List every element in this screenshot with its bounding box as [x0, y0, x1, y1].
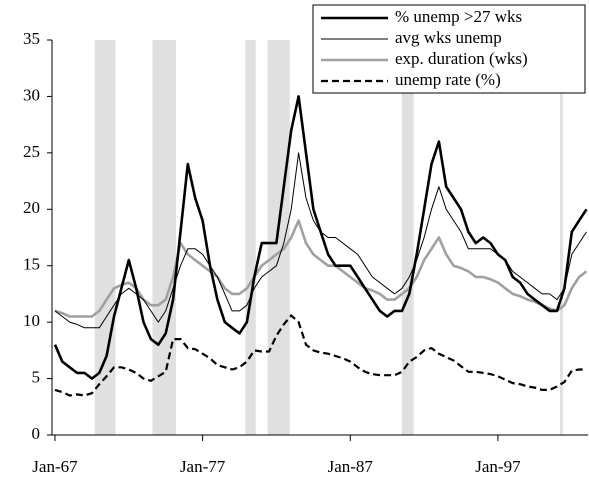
x-tick-label: Jan-77	[180, 457, 226, 476]
legend-label: unemp rate (%)	[395, 70, 501, 89]
recession-band	[401, 40, 414, 435]
y-tick-label: 10	[23, 311, 40, 330]
x-tick-label: Jan-67	[32, 457, 78, 476]
series-line	[54, 152, 587, 329]
y-tick-label: 35	[23, 29, 40, 48]
recession-band	[94, 40, 116, 435]
legend-box	[312, 4, 586, 94]
y-tick-label: 5	[32, 367, 41, 386]
x-tick-label: Jan-97	[475, 457, 521, 476]
y-tick-label: 0	[32, 424, 41, 443]
recession-band	[152, 40, 177, 435]
y-tick-label: 15	[23, 255, 40, 274]
legend-label: avg wks unemp	[395, 28, 502, 47]
recession-band	[267, 40, 290, 435]
recession-band	[245, 40, 256, 435]
y-tick-label: 30	[23, 85, 40, 104]
y-tick-label: 20	[23, 198, 40, 217]
legend-label: % unemp >27 wks	[395, 7, 522, 26]
y-tick-label: 25	[23, 142, 40, 161]
recession-band	[559, 40, 563, 435]
legend-label: exp. duration (wks)	[395, 49, 528, 68]
x-tick-label: Jan-87	[328, 457, 374, 476]
series-line	[53, 95, 588, 380]
series-line	[54, 314, 587, 397]
